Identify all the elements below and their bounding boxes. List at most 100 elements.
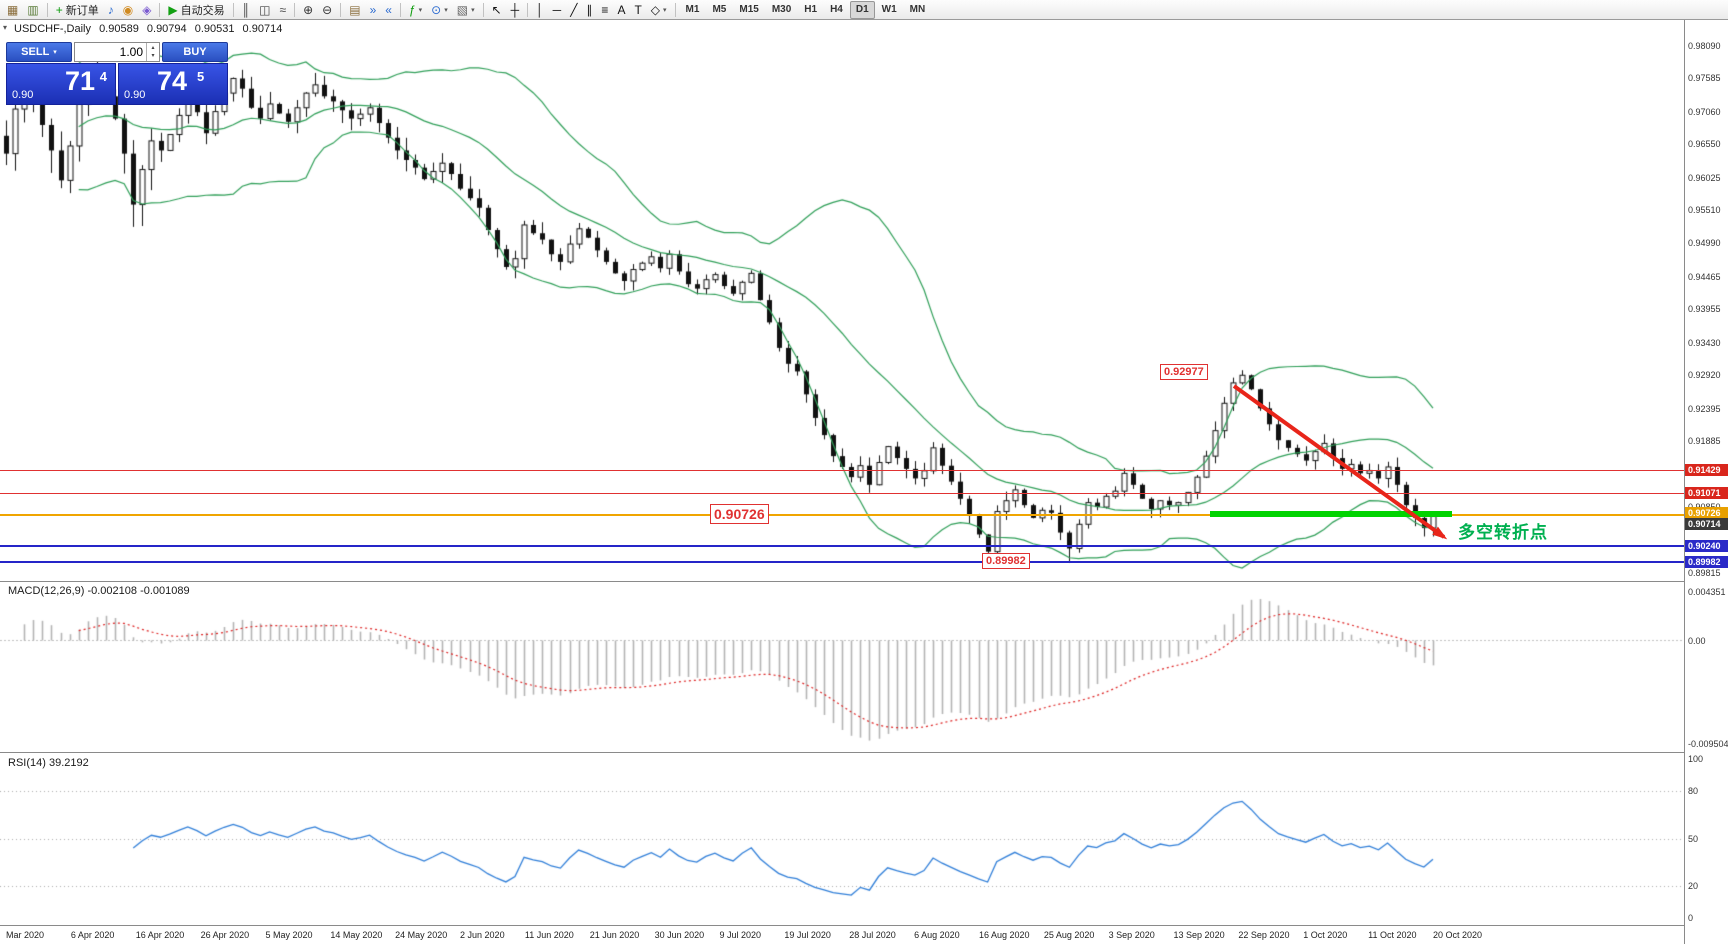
periods-icon: ⊙ [431,2,442,17]
volume-control: ▴ ▾ [74,42,160,62]
toolbar-separator [340,2,342,17]
price-tick-label: 0.97060 [1688,106,1721,117]
fibonacci-button[interactable]: ≡ [597,1,612,19]
indicators-button[interactable]: ƒ ▾ [405,1,426,19]
horizontal-line-0.89982[interactable] [0,561,1684,563]
sell-price-tile[interactable]: 0.90 71 4 [6,63,116,105]
volume-spinner[interactable]: ▴ ▾ [146,43,159,61]
indicators-dropdown-arrow-icon[interactable]: ▾ [418,6,423,14]
toolbar-separator [399,2,401,17]
vertical-line-button[interactable]: │ [532,1,548,19]
volume-down-icon[interactable]: ▾ [151,53,155,59]
horizontal-line-0.90726[interactable] [0,514,1684,516]
crosshair-button[interactable]: ┼ [507,1,524,19]
macd-label: MACD(12,26,9) -0.002108 -0.001089 [8,585,190,597]
arrows-dropdown-arrow-icon[interactable]: ▾ [663,6,667,14]
macd-indicator-canvas[interactable] [0,582,1684,752]
turning-point-note[interactable]: 多空转折点 [1458,523,1548,542]
date-axis-label: 2 Jun 2020 [460,930,505,940]
price-tick-label: 0.93955 [1688,304,1721,315]
horizontal-line-0.91429[interactable] [0,470,1684,471]
timeframe-w1-button[interactable]: W1 [876,1,903,19]
support-highlight-line[interactable] [1210,511,1452,517]
timeframe-m5-button[interactable]: M5 [706,1,732,19]
chart-candles-icon: ◫ [259,2,271,17]
equidistant-channel-button[interactable]: ∥ [582,1,596,19]
periods-dropdown-arrow-icon[interactable]: ▾ [444,6,448,14]
horizontal-line-icon: ─ [552,2,562,17]
toolbar-separator [482,2,484,17]
macd-axis-zero-label: 0.00 [1688,635,1706,646]
symbol-ohlc-line: USDCHF-,Daily 0.90589 0.90794 0.90531 0.… [14,23,287,35]
date-axis-label: 6 Apr 2020 [70,930,115,940]
timeframe-h4-button[interactable]: H4 [824,1,849,19]
cursor-button[interactable]: ↖ [488,1,506,19]
new-chart-button[interactable]: ▦ [3,1,22,19]
navigator-icon: ◈ [142,2,152,17]
templates-icon: ▧ [456,2,469,17]
price-badge-red: 0.91071 [1685,487,1728,499]
zoom-in-button[interactable]: ⊕ [299,1,317,19]
market-watch-button[interactable]: ♪ [104,1,118,19]
price-callout-low[interactable]: 0.89982 [982,553,1030,569]
new-order-button[interactable]: + 新订单 [52,1,103,19]
rsi-indicator-canvas[interactable] [0,753,1684,925]
price-callout-pivot[interactable]: 0.90726 [710,504,769,524]
templates-button[interactable]: ▧ ▾ [453,1,479,19]
timeframe-h1-button[interactable]: H1 [798,1,823,19]
chart-line-button[interactable]: ≈ [276,1,291,19]
date-axis-label: 1 Oct 2020 [1303,930,1348,940]
price-callout-high[interactable]: 0.92977 [1160,364,1208,380]
text-label-icon: T [634,2,642,17]
toolbar-separator [527,2,529,17]
date-axis[interactable]: Mar 2020 6 Apr 2020 16 Apr 2020 26 Apr 2020… [0,926,1684,944]
data-window-button[interactable]: ◉ [119,1,137,19]
rsi-panel-separator[interactable] [0,752,1728,753]
price-tick-label: 0.91885 [1688,436,1721,447]
auto-scroll-icon: » [369,2,377,17]
timeframe-m15-button[interactable]: M15 [733,1,764,19]
macd-panel-separator[interactable] [0,581,1728,582]
sell-price-sup: 4 [99,69,107,84]
auto-scroll-button[interactable]: » [366,1,381,19]
horizontal-line-0.90240[interactable] [0,545,1684,547]
tile-windows-button[interactable]: ▤ [345,1,364,19]
timeframe-m1-button[interactable]: M1 [680,1,706,19]
profiles-icon: ▥ [27,2,39,17]
timeframe-m30-button[interactable]: M30 [766,1,797,19]
periods-button[interactable]: ⊙ ▾ [427,1,452,19]
chart-bars-icon: ║ [241,2,251,17]
horizontal-line-button[interactable]: ─ [549,1,566,19]
timeframe-d1-button[interactable]: D1 [849,0,875,19]
date-axis-label: 11 Oct 2020 [1368,930,1417,940]
autotrade-icon: ▶ [168,2,178,17]
one-click-collapse-arrow[interactable]: ▾ [3,23,8,32]
one-click-trading-panel: SELL ▾ ▴ ▾ BUY 0.90 71 4 0.90 7 [6,42,228,105]
buy-button[interactable]: BUY [162,42,228,62]
sell-button[interactable]: SELL ▾ [6,42,72,62]
templates-dropdown-arrow-icon[interactable]: ▾ [471,6,475,14]
timeframe-mn-button[interactable]: MN [904,1,932,19]
zoom-out-button[interactable]: ⊖ [318,1,336,19]
candlestick-chart-canvas[interactable] [0,20,1684,581]
buy-label: BUY [183,46,207,58]
chart-candles-button[interactable]: ◫ [255,1,274,19]
horizontal-line-0.91071[interactable] [0,493,1684,494]
autotrade-button[interactable]: ▶ 自动交易 [164,1,228,19]
navigator-button[interactable]: ◈ [138,1,155,19]
volume-up-icon[interactable]: ▴ [151,45,155,51]
text-button[interactable]: A [613,1,629,19]
volume-input[interactable] [75,43,146,61]
buy-price-sup: 5 [197,69,205,84]
price-axis[interactable]: 0.98090 0.97585 0.97060 0.96550 0.96025 0.955… [1684,20,1728,944]
chart-bars-button[interactable]: ║ [238,1,255,19]
profiles-button[interactable]: ▥ [23,1,42,19]
text-label-button[interactable]: T [630,1,645,19]
buy-price-tile[interactable]: 0.90 74 5 [118,63,228,105]
date-axis-label: Mar 2020 [6,930,45,940]
arrows-button[interactable]: ◇ ▾ [647,1,671,19]
trendline-button[interactable]: ╱ [566,1,581,19]
chart-shift-button[interactable]: « [381,1,396,19]
sell-options-caret-icon[interactable]: ▾ [53,49,57,56]
